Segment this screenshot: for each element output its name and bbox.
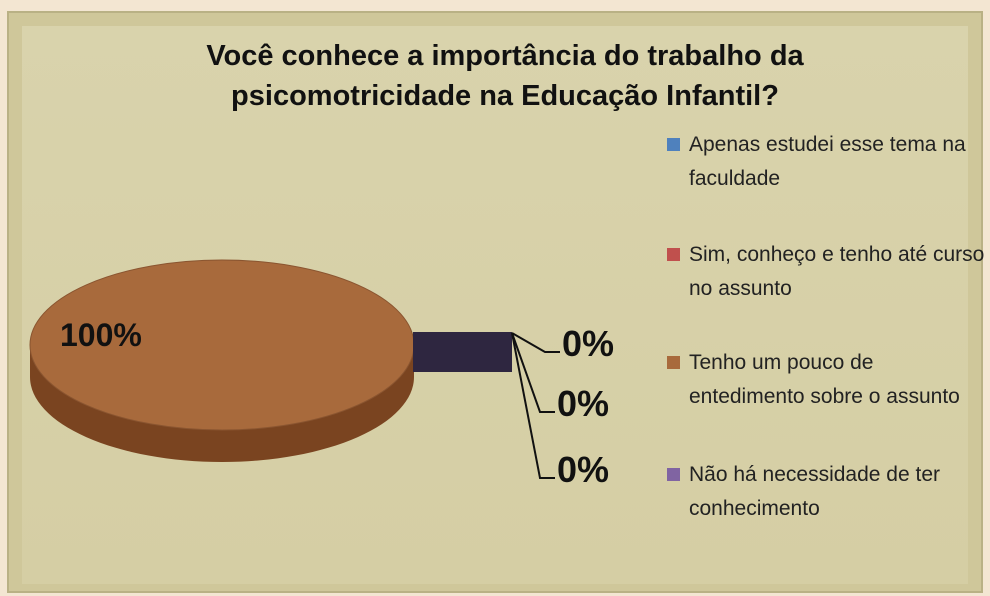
data-label: 0% [557, 383, 609, 424]
pie [29, 259, 415, 462]
legend-label: Apenas estudei esse tema na faculdade [689, 133, 966, 190]
leader-lines [511, 332, 560, 479]
legend-swatch [667, 468, 680, 481]
pie-edge [413, 332, 512, 372]
data-label: 0% [557, 449, 609, 490]
legend-label: Tenho um pouco de entedimento sobre o as… [689, 351, 960, 408]
data-label: 100% [60, 317, 142, 353]
legend-item: Não há necessidade de ter conhecimento [665, 458, 985, 526]
chart-title: Você conhece a importância do trabalho d… [206, 40, 804, 112]
pie-side [30, 345, 414, 462]
legend-item: Sim, conheço e tenho até curso no assunt… [665, 238, 985, 306]
data-labels: 0% 0% 100% 0% [60, 317, 614, 490]
legend-swatch [667, 138, 680, 151]
data-label: 0% [562, 323, 614, 364]
legend-swatch [667, 248, 680, 261]
legend-label: Sim, conheço e tenho até curso no assunt… [689, 243, 985, 300]
legend-item: Apenas estudei esse tema na faculdade [665, 128, 985, 196]
legend-label: Não há necessidade de ter conhecimento [689, 463, 941, 520]
legend-swatch [667, 356, 680, 369]
legend-item: Tenho um pouco de entedimento sobre o as… [665, 346, 985, 414]
